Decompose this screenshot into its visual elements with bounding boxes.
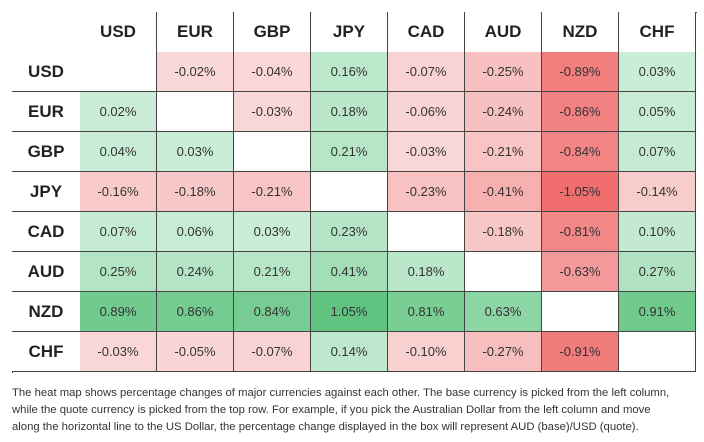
heat-cell: -0.21%	[465, 132, 542, 172]
heat-cell: -0.91%	[542, 332, 619, 372]
corner-cell	[12, 12, 81, 53]
heat-cell: -0.03%	[80, 332, 157, 372]
heat-cell: 0.07%	[619, 132, 696, 172]
heat-cell: -0.04%	[234, 52, 311, 92]
heat-cell: -0.02%	[157, 52, 234, 92]
heat-cell: 0.05%	[619, 92, 696, 132]
heat-cell: 1.05%	[311, 292, 388, 332]
row-header: CAD	[12, 212, 81, 252]
heat-cell: 0.03%	[157, 132, 234, 172]
heat-cell: 0.21%	[234, 252, 311, 292]
heat-cell: 0.24%	[157, 252, 234, 292]
heat-cell: -0.25%	[465, 52, 542, 92]
footnote: The heat map shows percentage changes of…	[12, 385, 669, 436]
heat-cell: 0.14%	[311, 332, 388, 372]
heat-cell: -0.89%	[542, 52, 619, 92]
column-header: JPY	[311, 12, 388, 53]
row-header: USD	[12, 52, 81, 92]
row-header: AUD	[12, 252, 81, 292]
row-header: CHF	[12, 332, 81, 372]
heat-cell: 0.81%	[388, 292, 465, 332]
heat-cell: -0.06%	[388, 92, 465, 132]
heat-cell: 0.02%	[80, 92, 157, 132]
empty-cell	[80, 52, 157, 92]
column-header: CAD	[388, 12, 465, 53]
heat-cell: -0.23%	[388, 172, 465, 212]
footnote-line: along the horizontal line to the US Doll…	[12, 421, 639, 433]
row-header: JPY	[12, 172, 81, 212]
heat-cell: -0.05%	[157, 332, 234, 372]
column-header: GBP	[234, 12, 311, 53]
heat-cell: 0.63%	[465, 292, 542, 332]
heat-cell: -1.05%	[542, 172, 619, 212]
heat-cell: 0.07%	[80, 212, 157, 252]
row-header: GBP	[12, 132, 81, 172]
heat-cell: 0.03%	[619, 52, 696, 92]
empty-cell	[311, 172, 388, 212]
heat-cell: 0.86%	[157, 292, 234, 332]
heat-cell: 0.16%	[311, 52, 388, 92]
column-header: EUR	[157, 12, 234, 53]
heat-cell: 0.89%	[80, 292, 157, 332]
heat-cell: -0.63%	[542, 252, 619, 292]
heat-cell: -0.18%	[157, 172, 234, 212]
heat-cell: 0.10%	[619, 212, 696, 252]
empty-cell	[619, 332, 696, 372]
heat-cell: 0.03%	[234, 212, 311, 252]
heat-cell: -0.10%	[388, 332, 465, 372]
column-header: CHF	[619, 12, 696, 53]
heat-cell: 0.91%	[619, 292, 696, 332]
heat-cell: -0.41%	[465, 172, 542, 212]
heat-cell: 0.23%	[311, 212, 388, 252]
heat-cell: 0.06%	[157, 212, 234, 252]
heat-cell: 0.41%	[311, 252, 388, 292]
heat-cell: -0.27%	[465, 332, 542, 372]
empty-cell	[465, 252, 542, 292]
heat-cell: -0.03%	[234, 92, 311, 132]
heat-cell: 0.18%	[311, 92, 388, 132]
empty-cell	[234, 132, 311, 172]
empty-cell	[157, 92, 234, 132]
heat-cell: -0.14%	[619, 172, 696, 212]
heat-cell: -0.18%	[465, 212, 542, 252]
heat-cell: -0.81%	[542, 212, 619, 252]
column-header: USD	[80, 12, 157, 53]
heat-map-table: USD EUR GBP JPY CAD AUD NZD CHF USD -0.02% -0.04% 0…	[12, 12, 697, 373]
heat-cell: 0.25%	[80, 252, 157, 292]
footnote-line: The heat map shows percentage changes of…	[12, 387, 670, 399]
column-header: NZD	[542, 12, 619, 53]
heat-cell: -0.03%	[388, 132, 465, 172]
heat-cell: -0.24%	[465, 92, 542, 132]
heat-cell: 0.04%	[80, 132, 157, 172]
heat-cell: -0.21%	[234, 172, 311, 212]
column-header: AUD	[465, 12, 542, 53]
row-header: EUR	[12, 92, 81, 132]
empty-cell	[542, 292, 619, 332]
heat-cell: -0.07%	[234, 332, 311, 372]
heat-cell: -0.86%	[542, 92, 619, 132]
footnote-line: while the quote currency is picked from …	[12, 404, 651, 416]
empty-cell	[388, 212, 465, 252]
heat-cell: 0.18%	[388, 252, 465, 292]
heat-cell: 0.84%	[234, 292, 311, 332]
heat-cell: 0.21%	[311, 132, 388, 172]
row-header: NZD	[12, 292, 81, 332]
heat-cell: -0.07%	[388, 52, 465, 92]
heat-cell: -0.16%	[80, 172, 157, 212]
heat-cell: -0.84%	[542, 132, 619, 172]
heat-cell: 0.27%	[619, 252, 696, 292]
